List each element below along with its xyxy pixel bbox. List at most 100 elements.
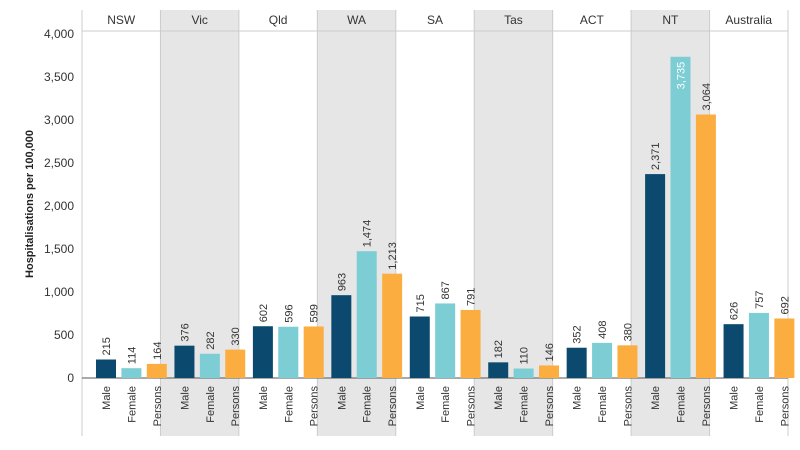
bar-wa-male (331, 295, 352, 378)
data-label: 330 (230, 327, 242, 345)
data-label: 408 (597, 321, 609, 339)
data-label: 380 (622, 323, 634, 341)
bar-act-male (566, 347, 587, 378)
category-label: Persons (230, 386, 242, 427)
category-label: Persons (152, 386, 164, 427)
bar-nsw-female (121, 368, 142, 378)
labels: 0 500 1,000 1,500 2,000 2,500 3,000 3,500 4,000 N… (44, 13, 791, 426)
bar-sa-female (435, 303, 456, 378)
category-label: Male (729, 386, 741, 410)
data-label: 282 (205, 331, 217, 349)
bar-australia-persons (774, 318, 795, 378)
category-label: Persons (466, 386, 478, 427)
category-label: Male (493, 386, 505, 410)
panel-title-act: ACT (580, 13, 605, 27)
data-label: 791 (466, 288, 478, 306)
category-label: Female (205, 386, 217, 423)
category-label: Male (572, 386, 584, 410)
y-tick-label: 4,000 (44, 27, 74, 41)
bar-act-persons (617, 345, 638, 378)
y-axis-title: Hospitalisations per 100,000 (24, 130, 36, 278)
bar-qld-persons (303, 326, 324, 378)
data-label: 715 (415, 294, 427, 312)
bar-qld-female (278, 326, 299, 378)
panel-title-qld: Qld (269, 13, 288, 27)
y-tick-label: 1,500 (44, 242, 74, 256)
data-label: 376 (179, 323, 191, 341)
panel-title-tas: Tas (504, 13, 523, 27)
bar-wa-persons (382, 273, 403, 378)
y-tick-label: 3,500 (44, 70, 74, 84)
bar-nsw-persons (146, 363, 167, 378)
bar-nt-male (645, 174, 666, 378)
bar-sa-male (409, 316, 430, 378)
category-label: Persons (622, 386, 634, 427)
category-label: Female (440, 386, 452, 423)
y-tick-label: 500 (54, 328, 74, 342)
data-label: 114 (126, 347, 138, 365)
panel-title-nt: NT (662, 13, 679, 27)
y-tick-label: 0 (67, 371, 74, 385)
data-label: 602 (258, 304, 270, 322)
bar-wa-female (356, 251, 377, 378)
data-label: 1,474 (362, 220, 374, 248)
data-label: 757 (754, 291, 766, 309)
panel-title-nsw: NSW (107, 13, 136, 27)
panel-title-sa: SA (427, 13, 443, 27)
category-label: Persons (701, 386, 713, 427)
data-label: 626 (729, 302, 741, 320)
panel-title-vic: Vic (191, 13, 207, 27)
data-label: 599 (309, 304, 321, 322)
category-label: Female (283, 386, 295, 423)
data-label: 2,371 (650, 143, 662, 171)
category-label: Female (676, 386, 688, 423)
category-label: Persons (387, 386, 399, 427)
data-label: 692 (779, 296, 791, 314)
bar-tas-persons (539, 365, 560, 378)
panel-shade-tas (474, 10, 553, 436)
data-label: 215 (101, 337, 113, 355)
category-label: Female (126, 386, 138, 423)
bar-tas-female (513, 368, 534, 378)
data-label: 3,735 (676, 62, 688, 90)
bar-nt-persons (695, 114, 716, 378)
data-label: 596 (283, 304, 295, 322)
bar-sa-persons (460, 309, 481, 378)
data-label: 146 (544, 343, 556, 361)
bar-nsw-male (96, 359, 116, 378)
y-tick-label: 2,500 (44, 156, 74, 170)
bar-vic-male (174, 345, 195, 378)
bar-act-female (592, 342, 613, 378)
data-label: 164 (152, 342, 164, 360)
category-label: Male (179, 386, 191, 410)
category-label: Female (597, 386, 609, 423)
category-label: Persons (779, 386, 791, 427)
bar-australia-male (723, 324, 744, 378)
bar-qld-male (252, 326, 273, 378)
y-tick-label: 3,000 (44, 113, 74, 127)
category-label: Male (415, 386, 427, 410)
category-label: Female (754, 386, 766, 423)
panel-title-australia: Australia (725, 13, 772, 27)
category-label: Male (336, 386, 348, 410)
y-tick-label: 1,000 (44, 285, 74, 299)
category-label: Female (362, 386, 374, 423)
data-label: 867 (440, 281, 452, 299)
bar-australia-female (748, 312, 769, 378)
category-label: Male (101, 386, 113, 410)
panel-backgrounds (160, 10, 710, 436)
data-label: 1,213 (387, 242, 399, 270)
category-label: Persons (309, 386, 321, 427)
bar-tas-male (488, 362, 509, 378)
bar-vic-female (199, 353, 220, 378)
category-label: Persons (544, 386, 556, 427)
data-label: 182 (493, 340, 505, 358)
category-label: Male (258, 386, 270, 410)
data-label: 963 (336, 273, 348, 291)
bar-vic-persons (225, 349, 246, 378)
data-label: 3,064 (701, 83, 713, 111)
data-label: 352 (572, 325, 584, 343)
bar-nt-female (670, 56, 691, 378)
category-label: Female (519, 386, 531, 423)
